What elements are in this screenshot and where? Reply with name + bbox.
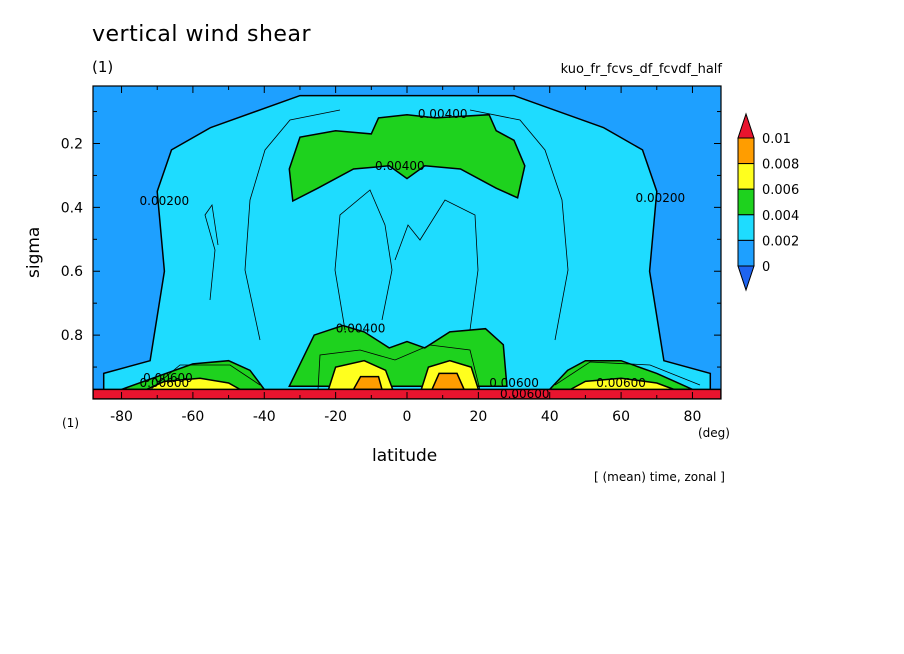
corner-unit-label: (1) bbox=[62, 416, 79, 430]
colorbar-segment bbox=[737, 163, 755, 190]
x-tick-label: -60 bbox=[181, 409, 204, 425]
y-tick-label: 0.2 bbox=[61, 136, 83, 152]
contour-label: 0.00400 bbox=[336, 322, 386, 336]
colorbar-segment bbox=[737, 137, 755, 165]
colorbar-label: 0.008 bbox=[762, 158, 799, 173]
y-tick-label: 0.8 bbox=[61, 328, 83, 344]
x-tick-label: 40 bbox=[541, 409, 559, 425]
contour-line bbox=[317, 344, 481, 391]
x-tick-label: 0 bbox=[403, 409, 412, 425]
x-tick-label: 60 bbox=[612, 409, 630, 425]
x-tick-label: 80 bbox=[684, 409, 702, 425]
shade-region bbox=[288, 113, 526, 203]
contour-line bbox=[204, 203, 219, 301]
y-axis-label: sigma bbox=[24, 226, 44, 278]
contour-label: 0.00600 bbox=[596, 376, 646, 390]
contour-label: 0.00400 bbox=[375, 159, 425, 173]
shade-region bbox=[102, 94, 712, 399]
colorbar-label: 0 bbox=[762, 260, 770, 275]
x-tick-label: -40 bbox=[253, 409, 276, 425]
run-name: kuo_fr_fcvs_df_fcvdf_half bbox=[560, 62, 722, 77]
contour-line bbox=[244, 109, 341, 341]
x-tick-label: -20 bbox=[324, 409, 347, 425]
chart-title: vertical wind shear bbox=[92, 22, 311, 47]
contour-label: 0.00200 bbox=[636, 191, 686, 205]
x-axis-label: latitude bbox=[372, 446, 438, 466]
contour-label: 0.00600 bbox=[489, 376, 539, 390]
contour-line bbox=[394, 199, 479, 331]
x-unit-label: (deg) bbox=[698, 426, 730, 440]
contour-label: 0.00400 bbox=[418, 107, 468, 121]
contour-label: 0.00200 bbox=[140, 194, 190, 208]
colorbar-label: 0.006 bbox=[762, 183, 799, 198]
colorbar-label: 0.01 bbox=[762, 132, 791, 147]
colorbar-segment bbox=[737, 239, 755, 267]
colorbar-arrow-top bbox=[737, 112, 755, 139]
x-tick-label: -80 bbox=[110, 409, 133, 425]
colorbar-label: 0.002 bbox=[762, 234, 799, 249]
colorbar-segment bbox=[737, 188, 755, 216]
contour-label: 0.00600 bbox=[143, 371, 193, 385]
contour-line bbox=[469, 109, 569, 341]
chart-subtitle: (1) bbox=[92, 58, 114, 76]
contour-label: 0.00600 bbox=[140, 376, 190, 390]
colorbar-label: 0.004 bbox=[762, 209, 799, 224]
contour-line bbox=[554, 361, 701, 386]
contour-line bbox=[334, 189, 393, 331]
y-tick-label: 0.6 bbox=[61, 264, 83, 280]
contour-label: 0.00600 bbox=[500, 387, 550, 401]
colorbar-arrow-bottom bbox=[737, 265, 755, 292]
contour-line bbox=[149, 364, 261, 391]
colorbar-segment bbox=[737, 214, 755, 241]
y-tick-label: 0.4 bbox=[61, 200, 83, 216]
averaging-note: [ (mean) time, zonal ] bbox=[594, 470, 725, 484]
x-tick-label: 20 bbox=[469, 409, 487, 425]
